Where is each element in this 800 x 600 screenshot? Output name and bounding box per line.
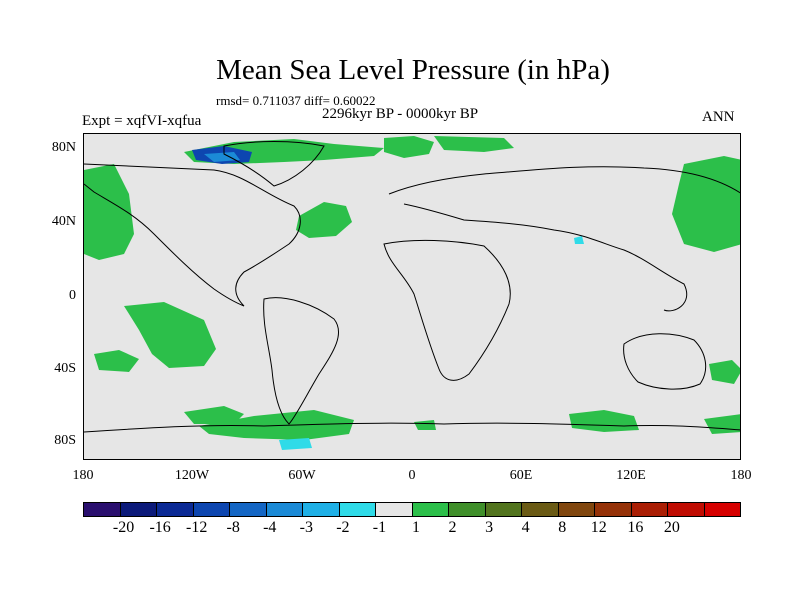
lon-label-120w: 120W [174, 468, 210, 483]
anomaly-region-south-pacific [124, 302, 216, 368]
lat-label-80s: 80S [54, 433, 76, 448]
colorbar-swatch [558, 503, 595, 516]
colorbar-label: -12 [185, 519, 208, 536]
colorbar-label: 20 [663, 519, 680, 536]
colorbar-swatch [157, 503, 194, 516]
colorbar-swatch [84, 503, 121, 516]
map-graphic [84, 136, 740, 450]
colorbar-label: 2 [448, 519, 457, 536]
colorbar [83, 502, 741, 517]
coastline-africa [383, 239, 511, 381]
colorbar-swatch [412, 503, 449, 516]
coastline-north-america [84, 163, 301, 307]
colorbar-swatch [120, 503, 157, 516]
lat-label-80n: 80N [51, 140, 76, 155]
anomaly-region-north-pacific-west [84, 164, 134, 260]
colorbar-swatch [631, 503, 668, 516]
colorbar-swatch [230, 503, 267, 516]
anomaly-region-greenland-medium [204, 152, 240, 162]
coastlines [84, 141, 740, 433]
colorbar-label: -3 [299, 519, 313, 536]
lon-label-0: 0 [408, 468, 416, 483]
anomaly-region-north-atlantic [296, 202, 352, 238]
colorbar-label: 1 [412, 519, 420, 536]
coastline-south-america [263, 297, 339, 425]
coastline-antarctica [84, 422, 740, 433]
colorbar-label: 8 [558, 519, 567, 536]
colorbar-label: -16 [149, 519, 171, 536]
period-label: 2296kyr BP - 0000kyr BP [322, 106, 479, 122]
colorbar-swatch [339, 503, 376, 516]
lon-label-60e: 60E [509, 468, 533, 483]
anomaly-region-pacific-small-1 [94, 350, 139, 372]
colorbar-swatch [485, 503, 522, 516]
season-label: ANN [702, 109, 735, 125]
colorbar-label: -20 [112, 519, 135, 536]
anomaly-region-arctic-central [384, 136, 434, 158]
anomaly-region-antarctic-west [199, 410, 354, 440]
colorbar-swatch [595, 503, 632, 516]
anomaly-region-tibet [574, 236, 584, 244]
lon-label-120e: 120E [616, 468, 646, 483]
colorbar-swatch [266, 503, 303, 516]
anomaly-region-pacific-small-2 [184, 406, 244, 424]
colorbar-label: -4 [263, 519, 277, 536]
anomaly-region-antarctic-weddell [279, 438, 312, 450]
anomaly-region-southwest-pacific [709, 360, 740, 384]
colorbar-label: 12 [590, 519, 607, 536]
anomaly-region-antarctic-east [704, 414, 740, 434]
colorbar-label: -8 [226, 519, 240, 536]
coastline-europe-asia [388, 166, 740, 312]
colorbar-swatch [303, 503, 340, 516]
lat-label-0: 0 [69, 288, 76, 303]
experiment-label: Expt = xqfVI-xqfua [82, 113, 202, 129]
lat-label-40s: 40S [54, 361, 76, 376]
colorbar-swatch [668, 503, 705, 516]
negative-anomaly-regions [192, 146, 584, 450]
coastline-australia [623, 333, 707, 390]
anomaly-region-siberia [672, 156, 740, 252]
anomaly-region-arctic-east [434, 136, 514, 152]
coastline-greenland [223, 141, 325, 187]
anomaly-region-indian-ocean-south [569, 410, 639, 432]
colorbar-swatch [704, 503, 740, 516]
lon-label-180e: 180 [730, 468, 752, 483]
colorbar-swatch [193, 503, 230, 516]
map-panel [83, 133, 741, 460]
colorbar-swatch [449, 503, 486, 516]
colorbar-label: -2 [336, 519, 350, 536]
lon-label-60w: 60W [288, 468, 316, 483]
positive-anomaly-regions [84, 136, 740, 440]
colorbar-label: -1 [372, 519, 387, 536]
lon-label-180w: 180 [72, 468, 94, 483]
colorbar-swatch [376, 503, 413, 516]
chart-title: Mean Sea Level Pressure (in hPa) [216, 54, 610, 86]
stats-line: rmsd= 0.711037 diff= 0.60022 [216, 93, 376, 108]
colorbar-label: 3 [485, 519, 494, 536]
colorbar-label: 16 [627, 519, 644, 536]
anomaly-region-small-4 [414, 420, 436, 430]
colorbar-swatch [522, 503, 559, 516]
lat-label-40n: 40N [51, 214, 76, 229]
colorbar-label: 4 [521, 519, 530, 536]
